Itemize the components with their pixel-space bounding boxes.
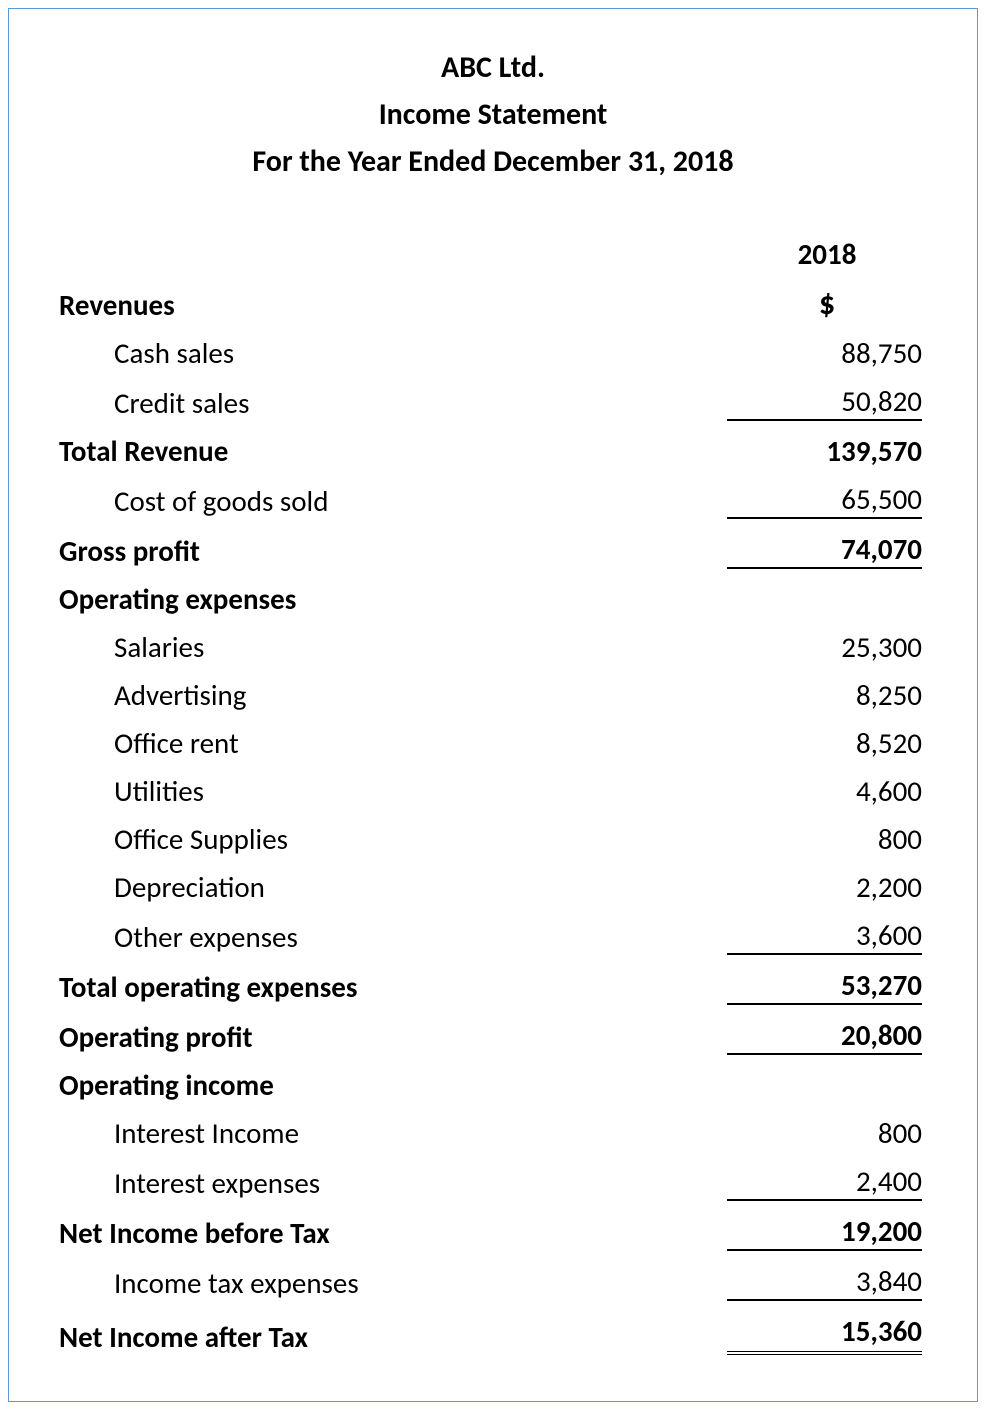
depreciation-label: Depreciation bbox=[59, 869, 727, 905]
utilities-value: 4,600 bbox=[727, 773, 927, 809]
net-income-before-tax-row: Net Income before Tax 19,200 bbox=[59, 1207, 927, 1257]
net-income-after-tax-label: Net Income after Tax bbox=[59, 1319, 727, 1355]
office-supplies-label: Office Supplies bbox=[59, 821, 727, 857]
operating-expenses-header-row: Operating expenses bbox=[59, 575, 927, 623]
revenues-header-row: Revenues $ bbox=[59, 278, 927, 329]
office-supplies-row: Office Supplies 800 bbox=[59, 815, 927, 863]
advertising-label: Advertising bbox=[59, 677, 727, 713]
interest-income-value: 800 bbox=[727, 1115, 927, 1151]
utilities-row: Utilities 4,600 bbox=[59, 767, 927, 815]
interest-expenses-row: Interest expenses 2,400 bbox=[59, 1157, 927, 1207]
income-tax-expenses-label: Income tax expenses bbox=[59, 1265, 727, 1301]
income-statement-table: 2018 Revenues $ Cash sales 88,750 Credit… bbox=[59, 230, 927, 1361]
net-income-after-tax-row: Net Income after Tax 15,360 bbox=[59, 1307, 927, 1361]
gross-profit-value: 74,070 bbox=[727, 531, 922, 569]
operating-profit-label: Operating profit bbox=[59, 1019, 727, 1055]
total-revenue-label: Total Revenue bbox=[59, 433, 727, 469]
total-operating-expenses-value: 53,270 bbox=[727, 967, 922, 1005]
credit-sales-row: Credit sales 50,820 bbox=[59, 377, 927, 427]
credit-sales-value: 50,820 bbox=[727, 383, 922, 421]
office-rent-row: Office rent 8,520 bbox=[59, 719, 927, 767]
net-income-after-tax-value: 15,360 bbox=[727, 1313, 922, 1355]
income-tax-expenses-row: Income tax expenses 3,840 bbox=[59, 1257, 927, 1307]
other-expenses-label: Other expenses bbox=[59, 919, 727, 955]
net-income-before-tax-label: Net Income before Tax bbox=[59, 1215, 727, 1251]
salaries-label: Salaries bbox=[59, 629, 727, 665]
cogs-row: Cost of goods sold 65,500 bbox=[59, 475, 927, 525]
cogs-value: 65,500 bbox=[727, 481, 922, 519]
other-expenses-row: Other expenses 3,600 bbox=[59, 911, 927, 961]
income-tax-expenses-value: 3,840 bbox=[727, 1263, 922, 1301]
operating-income-header-row: Operating income bbox=[59, 1061, 927, 1109]
total-operating-expenses-label: Total operating expenses bbox=[59, 969, 727, 1005]
statement-title: Income Statement bbox=[59, 96, 927, 133]
company-name: ABC Ltd. bbox=[59, 49, 927, 86]
interest-expenses-label: Interest expenses bbox=[59, 1165, 727, 1201]
interest-expenses-value: 2,400 bbox=[727, 1163, 922, 1201]
depreciation-value: 2,200 bbox=[727, 869, 927, 905]
total-revenue-row: Total Revenue 139,570 bbox=[59, 427, 927, 475]
salaries-row: Salaries 25,300 bbox=[59, 623, 927, 671]
credit-sales-label: Credit sales bbox=[59, 385, 727, 421]
gross-profit-row: Gross profit 74,070 bbox=[59, 525, 927, 575]
operating-profit-value: 20,800 bbox=[727, 1017, 922, 1055]
interest-income-row: Interest Income 800 bbox=[59, 1109, 927, 1157]
operating-income-label: Operating income bbox=[59, 1067, 727, 1103]
depreciation-row: Depreciation 2,200 bbox=[59, 863, 927, 911]
office-supplies-value: 800 bbox=[727, 821, 927, 857]
statement-period: For the Year Ended December 31, 2018 bbox=[59, 143, 927, 180]
document-container: ABC Ltd. Income Statement For the Year E… bbox=[8, 8, 978, 1402]
salaries-value: 25,300 bbox=[727, 629, 927, 665]
net-income-before-tax-value: 19,200 bbox=[727, 1213, 922, 1251]
operating-expenses-label: Operating expenses bbox=[59, 581, 727, 617]
year-column-header: 2018 bbox=[727, 236, 927, 272]
cash-sales-label: Cash sales bbox=[59, 335, 727, 371]
revenues-label: Revenues bbox=[59, 287, 727, 323]
document-header: ABC Ltd. Income Statement For the Year E… bbox=[59, 49, 927, 180]
interest-income-label: Interest Income bbox=[59, 1115, 727, 1151]
year-header-row: 2018 bbox=[59, 230, 927, 278]
cash-sales-row: Cash sales 88,750 bbox=[59, 329, 927, 377]
office-rent-label: Office rent bbox=[59, 725, 727, 761]
office-rent-value: 8,520 bbox=[727, 725, 927, 761]
cogs-label: Cost of goods sold bbox=[59, 483, 727, 519]
currency-symbol: $ bbox=[727, 284, 927, 323]
advertising-row: Advertising 8,250 bbox=[59, 671, 927, 719]
cash-sales-value: 88,750 bbox=[727, 335, 927, 371]
total-operating-expenses-row: Total operating expenses 53,270 bbox=[59, 961, 927, 1011]
other-expenses-value: 3,600 bbox=[727, 917, 922, 955]
operating-profit-row: Operating profit 20,800 bbox=[59, 1011, 927, 1061]
total-revenue-value: 139,570 bbox=[727, 433, 927, 469]
advertising-value: 8,250 bbox=[727, 677, 927, 713]
gross-profit-label: Gross profit bbox=[59, 533, 727, 569]
utilities-label: Utilities bbox=[59, 773, 727, 809]
